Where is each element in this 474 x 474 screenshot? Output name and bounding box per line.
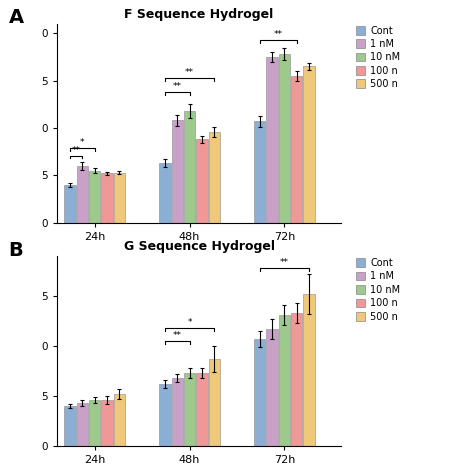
Bar bbox=[279, 315, 290, 446]
Bar bbox=[291, 313, 302, 446]
Bar bbox=[77, 402, 88, 446]
Bar bbox=[254, 339, 265, 446]
Text: **: ** bbox=[274, 30, 283, 39]
Bar bbox=[64, 185, 76, 223]
Bar bbox=[254, 121, 265, 223]
Bar bbox=[114, 173, 125, 223]
Bar bbox=[303, 66, 315, 223]
Bar bbox=[172, 120, 183, 223]
Bar bbox=[209, 132, 220, 223]
Bar bbox=[101, 173, 113, 223]
Bar bbox=[77, 166, 88, 223]
Text: **: ** bbox=[280, 258, 289, 267]
Bar bbox=[279, 54, 290, 223]
Bar bbox=[89, 171, 100, 223]
Text: **: ** bbox=[185, 68, 194, 77]
Bar bbox=[172, 378, 183, 446]
Bar bbox=[89, 400, 100, 446]
Text: **: ** bbox=[173, 82, 182, 91]
Legend: Cont, 1 nM, 10 nM, 100 n, 500 n: Cont, 1 nM, 10 nM, 100 n, 500 n bbox=[355, 257, 401, 323]
Text: **: ** bbox=[72, 146, 81, 155]
Bar bbox=[184, 373, 195, 446]
Bar bbox=[209, 359, 220, 446]
Text: **: ** bbox=[173, 331, 182, 340]
Title: G Sequence Hydrogel: G Sequence Hydrogel bbox=[124, 240, 274, 254]
Bar bbox=[114, 394, 125, 446]
Text: *: * bbox=[80, 138, 85, 147]
Bar bbox=[266, 57, 278, 223]
Bar bbox=[64, 406, 76, 446]
Bar bbox=[291, 76, 302, 223]
Bar bbox=[303, 294, 315, 446]
Bar bbox=[159, 163, 171, 223]
Text: *: * bbox=[187, 319, 192, 328]
Bar bbox=[196, 373, 208, 446]
Bar bbox=[266, 329, 278, 446]
Legend: Cont, 1 nM, 10 nM, 100 n, 500 n: Cont, 1 nM, 10 nM, 100 n, 500 n bbox=[355, 25, 401, 90]
Bar bbox=[101, 400, 113, 446]
Bar bbox=[184, 111, 195, 223]
Bar bbox=[159, 383, 171, 446]
Text: A: A bbox=[9, 8, 24, 27]
Text: B: B bbox=[9, 241, 23, 260]
Title: F Sequence Hydrogel: F Sequence Hydrogel bbox=[125, 8, 273, 21]
Bar bbox=[196, 139, 208, 223]
